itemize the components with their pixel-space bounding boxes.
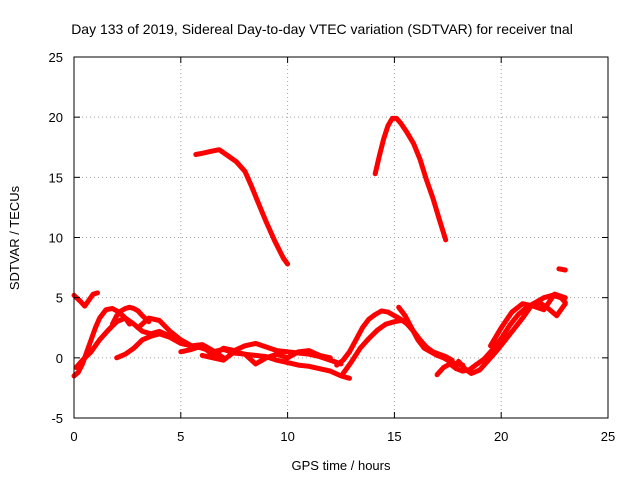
y-tick-label: 20 [49, 110, 63, 125]
y-tick-label: 25 [49, 50, 63, 65]
y-axis-label: SDTVAR / TECUs [7, 185, 22, 290]
x-tick-label: 10 [280, 429, 294, 444]
x-tick-label: 20 [494, 429, 508, 444]
series-line-track-4 [109, 304, 152, 327]
data-series [71, 115, 568, 381]
series-line-track-10 [340, 318, 404, 376]
x-tick-label: 0 [70, 429, 77, 444]
x-axis-label: GPS time / hours [292, 458, 391, 473]
y-axis-ticks: -5 0 5 10 15 20 25 [49, 50, 608, 426]
series-line-track-1 [71, 290, 100, 309]
y-tick-label: 10 [49, 231, 63, 246]
x-axis-ticks: 0 5 10 15 20 25 [70, 57, 615, 444]
series-line-track-8 [199, 348, 333, 367]
y-tick-label: 0 [56, 351, 63, 366]
series-line-track-12 [434, 292, 568, 378]
y-tick-label: -5 [51, 411, 63, 426]
series-line-track-17 [372, 115, 449, 243]
x-tick-label: 15 [387, 429, 401, 444]
series-line-track-11 [396, 304, 466, 368]
series-line-track-15 [556, 266, 568, 273]
chart-title: Day 133 of 2019, Sidereal Day-to-day VTE… [71, 21, 573, 37]
y-tick-label: 5 [56, 291, 63, 306]
x-tick-label: 25 [601, 429, 615, 444]
series-line-track-16 [193, 147, 291, 267]
series-line-track-14 [488, 291, 568, 349]
x-tick-label: 5 [177, 429, 184, 444]
y-tick-label: 15 [49, 170, 63, 185]
